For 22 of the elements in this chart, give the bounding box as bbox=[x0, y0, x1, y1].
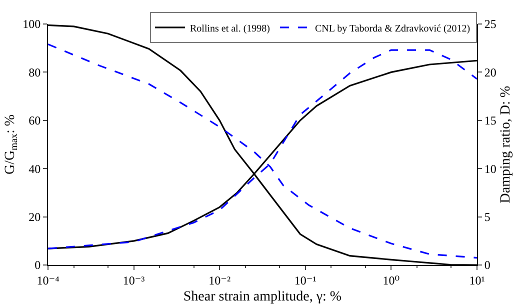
legend-label: CNL by Taborda & Zdravković (2012) bbox=[315, 23, 470, 34]
y2-axis-title: Damping ratio, D: % bbox=[498, 85, 514, 204]
y-tick-label: 80 bbox=[28, 65, 41, 80]
y2-tick-label: 25 bbox=[484, 17, 496, 32]
y-tick-label: 100 bbox=[22, 17, 41, 32]
y-tick-label: 40 bbox=[28, 162, 41, 176]
x-tick-label: 10¹ bbox=[469, 273, 486, 288]
y2-tick-label: 15 bbox=[484, 114, 496, 128]
x-tick-label: 10⁻⁴ bbox=[36, 273, 60, 288]
x-tick-label: 10⁻³ bbox=[122, 273, 146, 288]
y2-tick-label: 20 bbox=[484, 65, 496, 80]
y2-tick-label: 5 bbox=[484, 210, 490, 224]
y2-tick-label: 10 bbox=[484, 162, 496, 176]
legend-label: Rollins et al. (1998) bbox=[190, 23, 270, 34]
x-tick-label: 10⁻¹ bbox=[294, 273, 317, 288]
y-tick-label: 60 bbox=[28, 114, 41, 128]
x-tick-label: 10⁻² bbox=[208, 273, 231, 288]
x-tick-label: 10⁰ bbox=[382, 273, 400, 288]
x-axis-title: Shear strain amplitude, γ: % bbox=[183, 290, 342, 305]
y-tick-label: 20 bbox=[28, 210, 41, 224]
y-tick-label: 0 bbox=[34, 258, 41, 272]
y2-tick-label: 0 bbox=[484, 258, 490, 272]
